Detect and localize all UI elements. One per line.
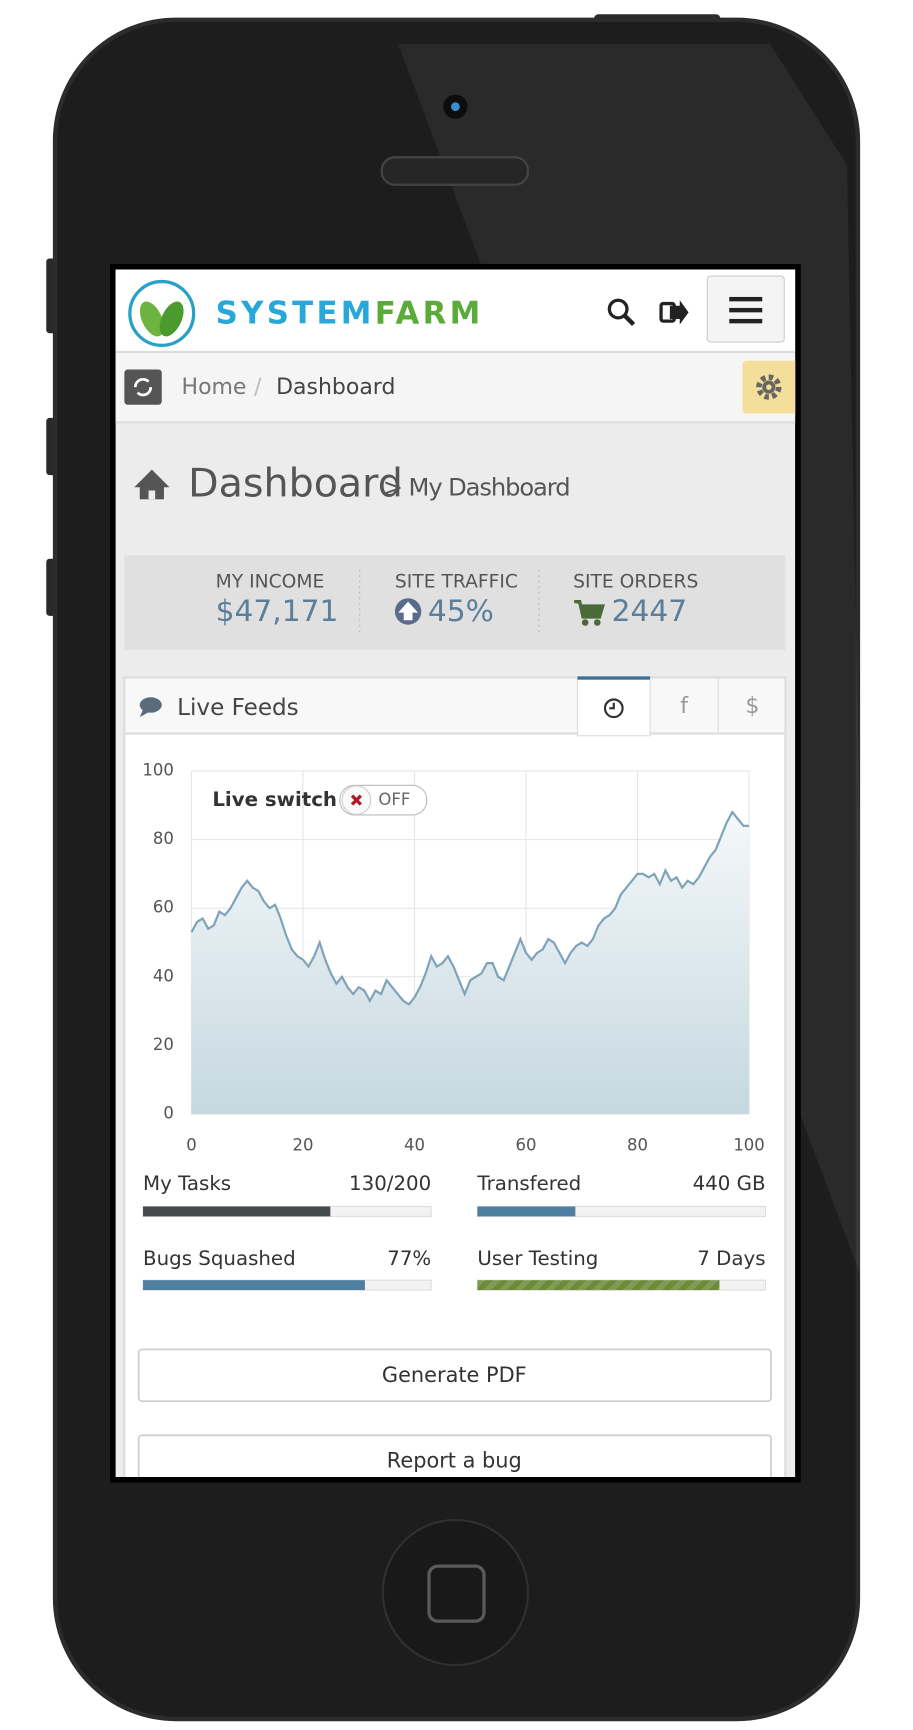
area xyxy=(191,812,750,1115)
progress-label: My Tasks xyxy=(143,1172,231,1195)
stat-value: $47,171 xyxy=(216,594,339,629)
brand-part: SYSTEM xyxy=(216,295,375,331)
stat-label: SITE TRAFFIC xyxy=(395,571,518,592)
home-button-icon xyxy=(427,1564,486,1623)
button[interactable] xyxy=(137,1434,772,1487)
gear-icon xyxy=(756,374,782,400)
stat-value: 2447 xyxy=(612,594,688,629)
progress-label: User Testing xyxy=(477,1247,598,1270)
x-tick-label: 100 xyxy=(733,1136,764,1155)
home-button xyxy=(381,1518,530,1667)
x-tick-label: 40 xyxy=(404,1136,425,1155)
logo-leaf xyxy=(139,301,164,337)
cart-icon xyxy=(574,599,605,626)
home-icon xyxy=(134,469,170,500)
hamburger-icon xyxy=(729,296,763,324)
x-tick-label: 0 xyxy=(186,1136,197,1155)
progress-bar xyxy=(143,1280,365,1291)
stats-bar xyxy=(124,555,786,650)
switch-x xyxy=(350,794,362,806)
speaker xyxy=(380,156,530,186)
annotation: Live switch xyxy=(212,788,337,811)
line xyxy=(190,810,750,1006)
switch-state: OFF xyxy=(378,790,410,809)
camera-lens xyxy=(451,102,460,112)
breadcrumb-link[interactable]: Home xyxy=(182,375,247,400)
button-label: Generate PDF xyxy=(382,1363,527,1387)
progress-text: 440 GB xyxy=(693,1172,766,1195)
progress-text: 77% xyxy=(387,1247,431,1270)
refresh-button[interactable] xyxy=(124,369,162,405)
breadcrumb-separator: / xyxy=(254,375,262,400)
progress-text: 130/200 xyxy=(349,1172,431,1195)
logout-icon[interactable] xyxy=(659,300,689,325)
x-tick-label: 20 xyxy=(292,1136,313,1155)
progress-text: 7 Days xyxy=(697,1247,765,1270)
x-tick-label: 80 xyxy=(627,1136,648,1155)
stat-label: SITE ORDERS xyxy=(573,571,698,592)
y-tick-label: 80 xyxy=(153,829,174,848)
progress-stripes xyxy=(477,1280,720,1291)
y-tick-label: 40 xyxy=(153,966,174,985)
page-title: Dashboard xyxy=(188,461,403,507)
progress-label: Transfered xyxy=(476,1172,581,1195)
tab[interactable]: $ xyxy=(745,694,759,719)
progress-bar xyxy=(143,1206,331,1217)
progress-bar xyxy=(477,1206,576,1217)
brand-part: FARM xyxy=(375,295,484,331)
search-icon[interactable] xyxy=(607,298,636,326)
tab[interactable]: f xyxy=(680,694,689,719)
button[interactable] xyxy=(137,1348,772,1402)
button-label: Report a bug xyxy=(387,1449,522,1473)
y-tick-label: 20 xyxy=(153,1035,174,1054)
brand[interactable]: SYSTEMFARM xyxy=(216,295,484,331)
breadcrumb-current: Dashboard xyxy=(276,375,395,400)
panel-header xyxy=(125,678,785,734)
refresh-icon xyxy=(133,377,153,397)
breadcrumb-bar xyxy=(115,353,796,423)
stat-value: 45% xyxy=(428,594,494,629)
y-tick-label: 100 xyxy=(142,760,173,779)
button-list: Generate PDF Report a bug xyxy=(137,1348,772,1487)
logo[interactable] xyxy=(128,279,196,347)
y-tick-label: 60 xyxy=(153,898,174,917)
logo-leaf xyxy=(159,301,184,337)
y-tick-label: 0 xyxy=(163,1104,174,1123)
progress-label: Bugs Squashed xyxy=(143,1247,296,1270)
tab-indicator xyxy=(577,676,651,680)
comment-icon xyxy=(139,697,162,718)
stat-label: MY INCOME xyxy=(216,571,325,592)
clock-icon xyxy=(603,698,624,719)
chart: 0 20 40 60 80 100 0 20 40 60 80 100 Live switch OFF xyxy=(142,760,764,1154)
x-tick-label: 60 xyxy=(516,1136,537,1155)
arrow-up-icon xyxy=(394,598,422,625)
page-subtitle: > My Dashboard xyxy=(383,473,570,501)
progress-list: My Tasks 130/200 Transfered 440 GB Bugs Squa… xyxy=(142,1172,767,1291)
panel-title: Live Feeds xyxy=(177,695,299,721)
screen: SYSTEMFARM Home / Dashboard Dashboard > … xyxy=(115,269,796,1487)
